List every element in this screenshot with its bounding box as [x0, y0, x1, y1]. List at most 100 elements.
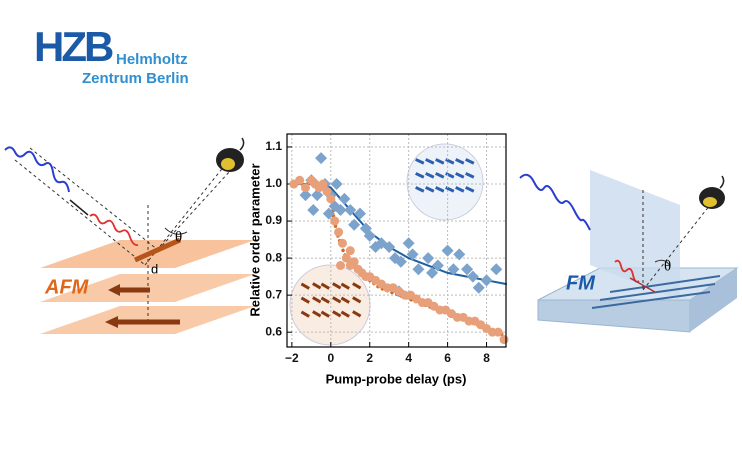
afm-label: AFM [44, 276, 90, 298]
data-point [431, 259, 444, 272]
x-tick-label: 6 [444, 351, 451, 365]
inset-spin [300, 296, 310, 304]
data-point [354, 207, 366, 220]
inset-spin [320, 282, 330, 290]
x-tick-label: 4 [405, 351, 412, 365]
afm-diagram: θ d AFM [4, 137, 255, 334]
data-point [466, 270, 479, 283]
inset-spin [465, 158, 475, 165]
data-point [344, 203, 357, 216]
logo-line: Helmholtz [116, 51, 188, 68]
data-point [363, 229, 376, 242]
inset [406, 143, 484, 221]
logo-mark: HZB [34, 23, 113, 70]
y-tick-label: 1.1 [265, 139, 282, 153]
inset-spin [465, 186, 475, 193]
data-point [348, 218, 361, 231]
inset-spin [465, 172, 475, 179]
data-point [402, 237, 415, 250]
data-point [300, 183, 310, 193]
inset-spin [425, 158, 435, 165]
inset-spin [312, 310, 322, 318]
inset-spin [425, 172, 435, 179]
data-point [472, 281, 485, 294]
data-point [338, 192, 351, 205]
data-point [307, 203, 320, 216]
fm-label: FM [566, 272, 596, 294]
data-point [453, 248, 466, 261]
inset-spin [320, 296, 330, 304]
data-point [337, 238, 347, 248]
inset-spin [340, 310, 350, 318]
data-point [394, 255, 407, 268]
data-point [493, 327, 503, 337]
y-tick-label: 0.7 [265, 287, 282, 301]
data-point [480, 274, 493, 287]
inset-spin [352, 310, 362, 318]
data-point [412, 263, 425, 276]
inset-spin [332, 296, 342, 304]
chart: Pump-probe delay (ps) Relative order par… [247, 133, 509, 386]
inset-spin [435, 172, 445, 179]
inset-spin [312, 296, 322, 304]
inset-spin [352, 282, 362, 290]
data-point [311, 189, 324, 202]
inset-spin [415, 186, 425, 193]
y-axis-label: Relative order parameter [247, 163, 262, 316]
y-tick-label: 1.0 [265, 176, 282, 190]
data-point [330, 178, 343, 191]
inset-spin [455, 172, 465, 179]
inset [289, 264, 371, 346]
data-point [336, 261, 346, 271]
data-point [447, 263, 460, 276]
data-point [322, 186, 332, 196]
x-tick-label: 0 [327, 351, 334, 365]
data-point [349, 257, 359, 267]
inset-spin [312, 282, 322, 290]
data-point [322, 207, 335, 220]
data-point [295, 175, 305, 185]
data-point [326, 194, 336, 204]
inset-spin [340, 296, 350, 304]
data-point [299, 189, 312, 202]
data-point [422, 252, 435, 265]
inset-spin [415, 158, 425, 165]
data-point [461, 263, 474, 276]
y-tick-label: 0.8 [265, 250, 282, 264]
data-point [330, 216, 340, 226]
plot-frame [286, 133, 507, 348]
x-tick-label: 2 [366, 351, 373, 365]
angle-label: θ [175, 229, 182, 245]
logo-line: Zentrum Berlin [82, 70, 189, 87]
data-point [334, 227, 344, 237]
data-point [406, 248, 419, 261]
inset-spin [445, 172, 455, 179]
x-tick-label: 8 [483, 351, 490, 365]
inset-spin [415, 172, 425, 179]
x-tick-label: −2 [285, 351, 299, 365]
inset-spin [332, 310, 342, 318]
data-point [315, 152, 328, 165]
data-point [426, 266, 439, 279]
data-point [341, 253, 351, 263]
inset-spin [435, 158, 445, 165]
data-point [441, 244, 454, 257]
inset-spin [340, 282, 350, 290]
inset-spin [320, 310, 330, 318]
distance-label: d [151, 261, 158, 276]
inset-spin [332, 282, 342, 290]
data-point [383, 240, 396, 253]
inset-spin [300, 310, 310, 318]
inset-spin [425, 186, 435, 193]
inset-spin [455, 158, 465, 165]
data-point [318, 179, 328, 189]
inset-spin [352, 296, 362, 304]
fm-diagram: θ FM [519, 170, 739, 333]
inset-spin [455, 186, 465, 193]
angle-label: θ [664, 258, 671, 274]
inset-spin [435, 186, 445, 193]
data-point [345, 246, 355, 256]
x-axis-label: Pump-probe delay (ps) [326, 371, 467, 386]
y-tick-label: 0.6 [265, 324, 282, 338]
